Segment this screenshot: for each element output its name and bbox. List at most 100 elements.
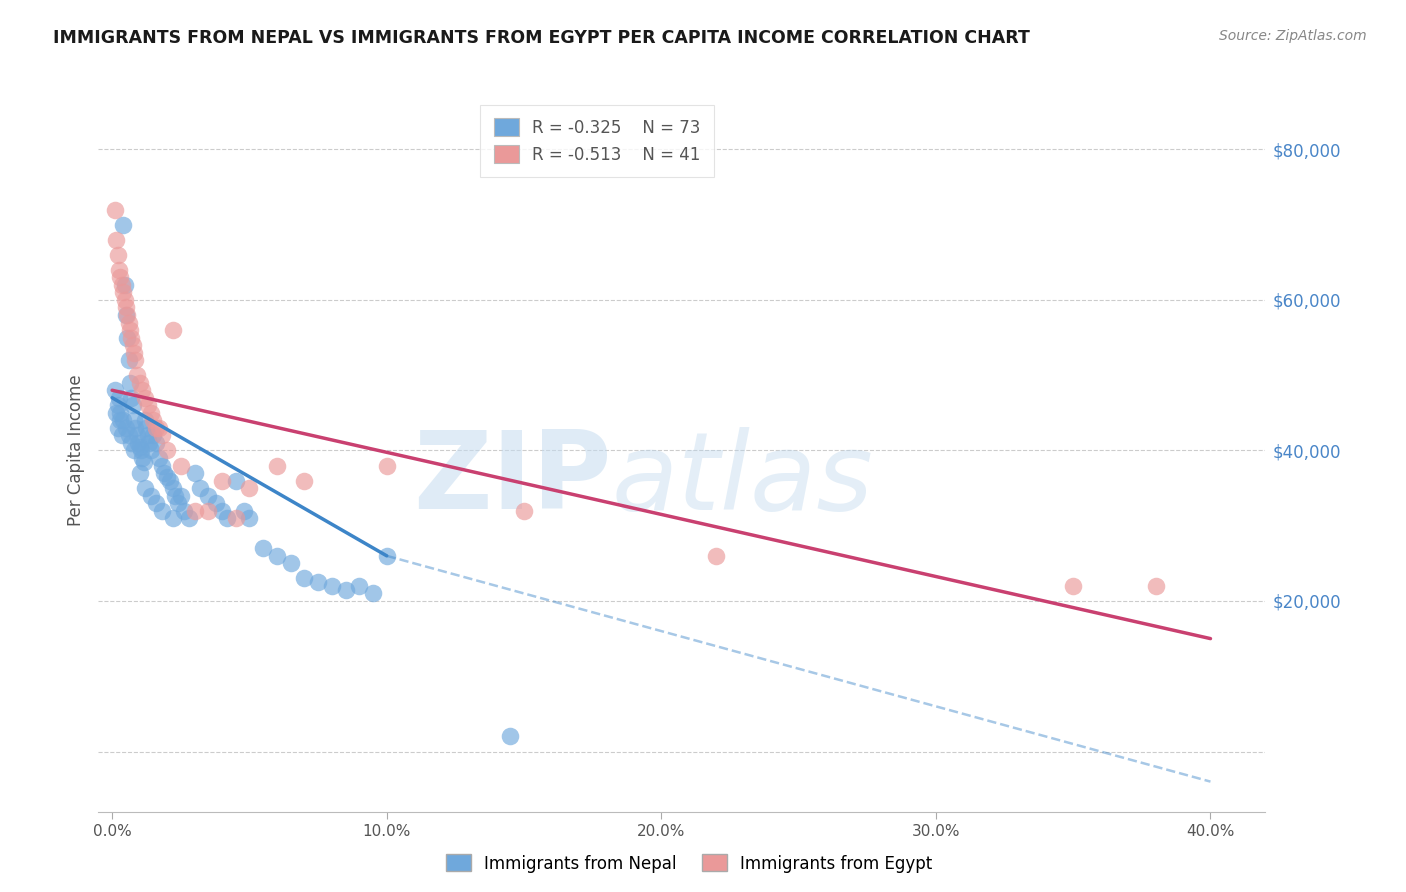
Point	[127, 436, 149, 450]
Point	[165, 489, 187, 503]
Point	[173, 503, 195, 517]
Point	[134, 391, 156, 405]
Point	[150, 458, 173, 473]
Point	[266, 458, 288, 473]
Point	[142, 413, 165, 427]
Point	[138, 436, 160, 450]
Point	[128, 440, 150, 454]
Point	[115, 421, 138, 435]
Point	[292, 571, 315, 585]
Point	[252, 541, 274, 556]
Point	[292, 474, 315, 488]
Point	[321, 579, 343, 593]
Point	[153, 466, 176, 480]
Point	[162, 323, 184, 337]
Point	[188, 481, 211, 495]
Point	[170, 458, 193, 473]
Point	[122, 443, 145, 458]
Point	[148, 450, 170, 465]
Point	[125, 428, 148, 442]
Point	[104, 202, 127, 217]
Point	[148, 421, 170, 435]
Point	[112, 285, 135, 300]
Point	[134, 481, 156, 495]
Point	[117, 428, 139, 442]
Point	[170, 489, 193, 503]
Point	[167, 496, 190, 510]
Point	[117, 316, 139, 330]
Point	[197, 503, 219, 517]
Point	[107, 421, 129, 435]
Point	[112, 413, 135, 427]
Point	[120, 436, 142, 450]
Point	[128, 376, 150, 390]
Point	[145, 496, 167, 510]
Text: ZIP: ZIP	[413, 426, 612, 533]
Text: Source: ZipAtlas.com: Source: ZipAtlas.com	[1219, 29, 1367, 43]
Point	[145, 421, 167, 435]
Point	[162, 511, 184, 525]
Point	[211, 474, 233, 488]
Point	[136, 398, 159, 412]
Point	[107, 398, 129, 412]
Point	[114, 293, 136, 307]
Point	[114, 277, 136, 292]
Point	[107, 248, 129, 262]
Point	[233, 503, 256, 517]
Point	[136, 428, 159, 442]
Point	[162, 481, 184, 495]
Point	[217, 511, 239, 525]
Point	[121, 338, 143, 352]
Point	[183, 466, 205, 480]
Legend: R = -0.325    N = 73, R = -0.513    N = 41: R = -0.325 N = 73, R = -0.513 N = 41	[481, 104, 714, 178]
Y-axis label: Per Capita Income: Per Capita Income	[67, 375, 86, 526]
Point	[134, 413, 156, 427]
Point	[159, 474, 181, 488]
Point	[139, 443, 162, 458]
Point	[120, 391, 142, 405]
Point	[125, 368, 148, 383]
Point	[110, 270, 132, 285]
Point	[131, 450, 153, 465]
Point	[177, 511, 200, 525]
Point	[375, 549, 398, 563]
Text: IMMIGRANTS FROM NEPAL VS IMMIGRANTS FROM EGYPT PER CAPITA INCOME CORRELATION CHA: IMMIGRANTS FROM NEPAL VS IMMIGRANTS FROM…	[53, 29, 1031, 46]
Point	[115, 301, 138, 315]
Point	[131, 384, 153, 398]
Point	[105, 406, 128, 420]
Point	[122, 345, 145, 359]
Point	[121, 398, 143, 412]
Point	[499, 730, 522, 744]
Point	[111, 277, 134, 292]
Point	[111, 428, 134, 442]
Point	[142, 428, 165, 442]
Point	[307, 575, 329, 590]
Point	[132, 455, 155, 469]
Point	[1062, 579, 1084, 593]
Point	[704, 549, 727, 563]
Point	[513, 503, 536, 517]
Point	[105, 233, 128, 247]
Point	[104, 384, 127, 398]
Point	[110, 413, 132, 427]
Point	[117, 308, 139, 322]
Point	[238, 481, 260, 495]
Point	[122, 413, 145, 427]
Point	[128, 466, 150, 480]
Point	[110, 406, 132, 420]
Point	[108, 262, 131, 277]
Point	[375, 458, 398, 473]
Legend: Immigrants from Nepal, Immigrants from Egypt: Immigrants from Nepal, Immigrants from E…	[439, 847, 939, 880]
Point	[266, 549, 288, 563]
Point	[156, 443, 179, 458]
Point	[211, 503, 233, 517]
Point	[361, 586, 384, 600]
Text: atlas: atlas	[612, 427, 873, 532]
Point	[205, 496, 228, 510]
Point	[156, 470, 179, 484]
Point	[120, 330, 142, 344]
Point	[135, 421, 157, 435]
Point	[124, 353, 146, 368]
Point	[238, 511, 260, 525]
Point	[108, 391, 131, 405]
